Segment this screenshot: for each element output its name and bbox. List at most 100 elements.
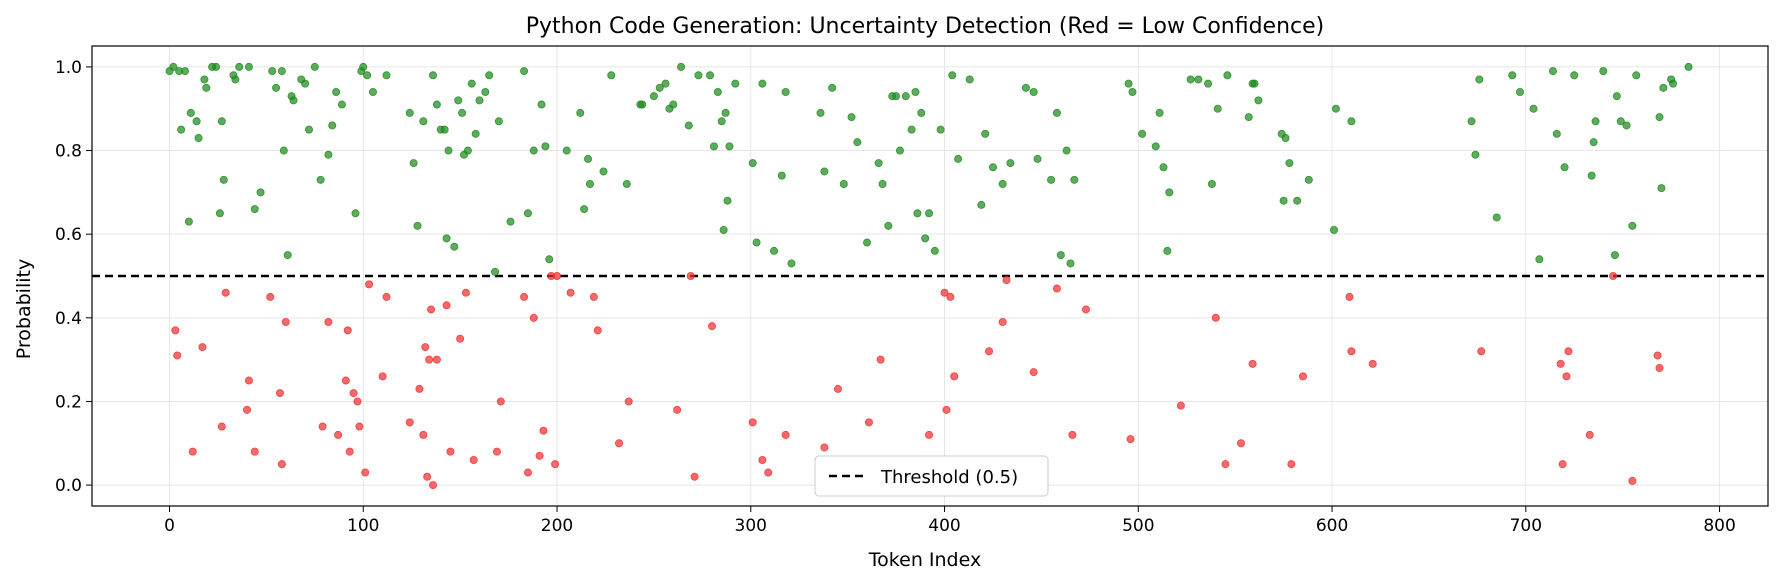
low-confidence-point [1068, 430, 1077, 439]
high-confidence-point [913, 209, 922, 218]
high-confidence-point [907, 125, 916, 134]
low-confidence-point [876, 355, 885, 364]
low-confidence-point [277, 460, 286, 469]
high-confidence-point [301, 79, 310, 88]
high-confidence-point [576, 108, 585, 117]
high-confidence-point [405, 108, 414, 117]
high-confidence-point [467, 79, 476, 88]
low-confidence-point [365, 280, 374, 289]
low-confidence-point [461, 288, 470, 297]
low-confidence-point [820, 443, 829, 452]
high-confidence-point [1610, 251, 1619, 260]
high-confidence-point [545, 255, 554, 264]
high-confidence-point [758, 79, 767, 88]
low-confidence-point [1126, 435, 1135, 444]
high-confidence-point [491, 267, 500, 276]
low-confidence-point [589, 292, 598, 301]
high-confidence-point [1471, 150, 1480, 159]
high-confidence-point [981, 129, 990, 138]
high-confidence-point [1632, 71, 1641, 80]
high-confidence-point [1599, 67, 1608, 76]
low-confidence-point [217, 422, 226, 431]
low-confidence-point [535, 451, 544, 460]
high-confidence-point [1029, 88, 1038, 97]
high-confidence-point [1070, 175, 1079, 184]
high-confidence-point [1548, 67, 1557, 76]
plot-frame [91, 45, 1769, 507]
high-confidence-point [1186, 75, 1195, 84]
low-confidence-point [355, 422, 364, 431]
high-confidence-point [454, 96, 463, 105]
high-confidence-point [669, 100, 678, 109]
low-confidence-point [349, 389, 358, 398]
low-confidence-point [566, 288, 575, 297]
y-tick-label: 0.2 [55, 392, 82, 412]
high-confidence-point [781, 88, 790, 97]
high-confidence-point [1560, 163, 1569, 172]
high-confidence-point [409, 159, 418, 168]
y-axis-label: Probability [13, 259, 35, 359]
low-confidence-point [925, 430, 934, 439]
high-confidence-point [1475, 75, 1484, 84]
high-confidence-point [440, 125, 449, 134]
high-confidence-point [948, 71, 957, 80]
high-confidence-point [1021, 83, 1030, 92]
high-confidence-point [580, 205, 589, 214]
high-confidence-point [1467, 117, 1476, 126]
high-confidence-point [709, 142, 718, 151]
low-confidence-point [523, 468, 532, 477]
low-confidence-point [624, 397, 633, 406]
high-confidence-point [1254, 96, 1263, 105]
low-confidence-point [615, 439, 624, 448]
y-tick-label: 1.0 [55, 58, 82, 78]
y-tick-label: 0.0 [55, 476, 82, 496]
high-confidence-point [725, 142, 734, 151]
high-confidence-point [1529, 104, 1538, 113]
high-confidence-point [853, 138, 862, 147]
low-confidence-point [593, 326, 602, 335]
high-confidence-point [481, 88, 490, 97]
low-confidence-point [446, 447, 455, 456]
high-confidence-point [432, 100, 441, 109]
low-confidence-point [1564, 347, 1573, 356]
low-confidence-point [469, 455, 478, 464]
high-confidence-point [1052, 108, 1061, 117]
high-confidence-point [475, 96, 484, 105]
high-confidence-point [1293, 196, 1302, 205]
high-confidence-point [1628, 221, 1637, 230]
low-confidence-point [427, 305, 436, 314]
high-confidence-point [1128, 88, 1137, 97]
high-confidence-point [1281, 133, 1290, 142]
low-confidence-point [553, 271, 562, 280]
high-confidence-point [194, 133, 203, 142]
high-confidence-point [677, 62, 686, 71]
y-axis-ticks: 0.0 0.2 0.4 0.6 0.8 1.0 [55, 58, 92, 496]
high-confidence-point [1347, 117, 1356, 126]
high-confidence-point [1684, 62, 1693, 71]
high-confidence-point [537, 100, 546, 109]
x-tick-label: 300 [735, 516, 767, 536]
high-confidence-point [212, 62, 221, 71]
high-confidence-point [169, 62, 178, 71]
high-confidence-point [485, 71, 494, 80]
high-confidence-point [684, 121, 693, 130]
low-confidence-point [1628, 476, 1637, 485]
high-confidence-point [1165, 188, 1174, 197]
low-confidence-point [1081, 305, 1090, 314]
low-confidence-point [940, 288, 949, 297]
high-confidence-point [917, 108, 926, 117]
low-confidence-point [275, 389, 284, 398]
low-confidence-point [442, 301, 451, 310]
high-confidence-point [599, 167, 608, 176]
high-confidence-point [1587, 171, 1596, 180]
low-confidence-point [250, 447, 259, 456]
legend-box [814, 455, 1049, 497]
high-confidence-point [244, 62, 253, 71]
low-confidence-point [1585, 430, 1594, 439]
high-confidence-point [289, 96, 298, 105]
low-confidence-point [520, 292, 529, 301]
low-confidence-point [405, 418, 414, 427]
high-confidence-point [1655, 113, 1664, 122]
y-tick-label: 0.6 [55, 225, 82, 245]
grid-lines [92, 46, 1768, 506]
